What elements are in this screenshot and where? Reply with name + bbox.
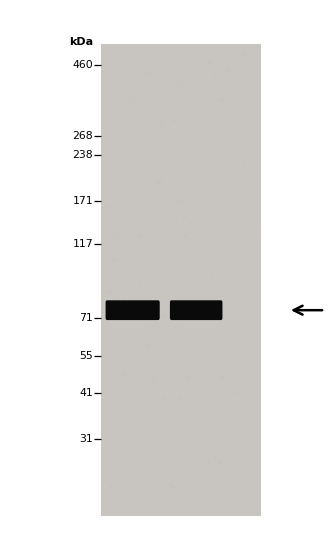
Text: 268: 268 — [72, 131, 93, 141]
Text: 71: 71 — [79, 313, 93, 323]
Text: 31: 31 — [79, 434, 93, 444]
Bar — [100, 44, 261, 516]
Text: 171: 171 — [72, 196, 93, 206]
Text: 238: 238 — [72, 150, 93, 160]
Text: kDa: kDa — [69, 37, 93, 47]
Text: 460: 460 — [72, 60, 93, 70]
FancyBboxPatch shape — [170, 300, 222, 320]
Text: 41: 41 — [79, 388, 93, 398]
Text: 55: 55 — [79, 351, 93, 361]
Text: 117: 117 — [72, 239, 93, 249]
FancyBboxPatch shape — [106, 300, 160, 320]
